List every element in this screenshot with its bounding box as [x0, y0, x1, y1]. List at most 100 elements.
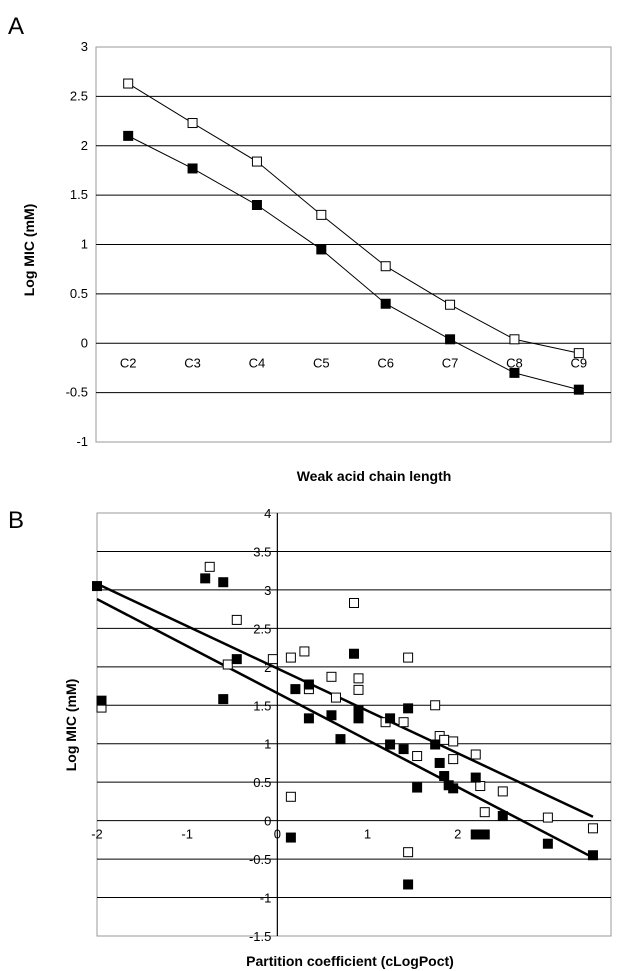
x-tick-label-b: 2 [454, 827, 461, 842]
data-point-b-2 [218, 577, 229, 588]
data-point-b-2 [403, 703, 414, 714]
chart-b: B -1.5-1-0.500.511.522.533.54 -2 -1 0 1 2 Pa… [8, 506, 612, 969]
data-point-b-1 [430, 700, 441, 711]
data-point-b-2 [448, 783, 459, 794]
data-point-b-2 [353, 713, 364, 724]
data-point-b-2 [470, 772, 481, 783]
y-tick-label-b: 1.5 [253, 698, 271, 713]
x-tick-label-b: -1 [181, 827, 193, 842]
data-point-b-1 [285, 652, 296, 663]
trendline-b-1 [96, 582, 594, 818]
trendline-b-2 [96, 598, 594, 859]
data-point-b-2 [430, 739, 441, 750]
y-tick-label-a: 2.5 [70, 88, 88, 103]
data-point-b-1 [398, 717, 409, 728]
x-tick-label-a: C2 [120, 355, 137, 370]
data-point-b-1 [479, 807, 490, 818]
y-tick-label-b: 1 [264, 737, 271, 752]
data-point-b-2 [412, 782, 423, 793]
x-tick-label-a: C3 [184, 355, 201, 370]
x-tick-label-b: -2 [91, 827, 103, 842]
x-tick-label-a: C6 [377, 355, 394, 370]
y-tick-label-b: 3.5 [253, 544, 271, 559]
data-point-b-2 [542, 838, 553, 849]
chart-a: A -1 -0.5 0 0.5 1 1.5 2 2.5 3 C2 C3 C4 C5 C6 C7 C8 C9 W… [8, 13, 612, 484]
data-point-b-1 [403, 847, 414, 858]
data-point-b-1 [326, 671, 337, 682]
data-point-b-2 [403, 879, 414, 890]
x-tick-label-a: C5 [313, 355, 330, 370]
series-line-a-1 [127, 83, 579, 354]
panel-a-letter: A [8, 13, 24, 40]
y-tick-label-a: 0 [81, 335, 88, 350]
data-point-a-1 [445, 299, 456, 310]
data-point-b-2 [285, 832, 296, 843]
data-point-b-2 [434, 757, 445, 768]
data-point-b-1 [439, 734, 450, 745]
data-point-a-1 [380, 261, 391, 272]
data-point-a-2 [251, 200, 262, 210]
y-tick-label-b: -1.5 [249, 929, 271, 944]
data-point-a-1 [123, 78, 134, 89]
data-point-b-2 [385, 713, 396, 724]
data-point-b-1 [542, 812, 553, 823]
panel-a: A -1 -0.5 0 0.5 1 1.5 2 2.5 3 C2 C3 C4 C5 C6 C7 C8 C9 W… [8, 13, 612, 484]
data-point-a-2 [380, 298, 391, 309]
data-point-b-2 [385, 739, 396, 750]
x-tick-label-a: C8 [506, 355, 523, 370]
y-tick-label-a: 2 [81, 138, 88, 153]
data-point-b-1 [470, 749, 481, 760]
data-point-a-2 [316, 244, 327, 255]
data-point-a-2 [187, 163, 198, 174]
data-point-b-2 [349, 648, 359, 659]
data-point-b-2 [326, 710, 337, 721]
y-tick-label-a: 0.5 [70, 286, 88, 301]
data-point-b-1 [475, 781, 486, 792]
data-point-b-2 [497, 811, 508, 822]
y-tick-label-b: 3 [264, 583, 271, 598]
y-axis-title-a: Log MIC (mM) [21, 204, 37, 297]
data-point-a-1 [509, 334, 520, 345]
x-tick-label-b: 1 [364, 827, 371, 842]
data-point-a-2 [123, 130, 134, 141]
x-axis-title-b: Partition coefficient (cLogPoct) [246, 953, 454, 969]
x-tick-label-a: C4 [249, 355, 266, 370]
data-point-b-2 [200, 573, 211, 584]
data-point-b-1 [587, 823, 598, 834]
data-point-b-2 [96, 695, 107, 706]
y-tick-label-b: 4 [264, 506, 271, 521]
data-point-b-1 [412, 751, 423, 762]
data-point-b-1 [222, 659, 233, 670]
data-point-b-2 [218, 694, 229, 705]
y-tick-label-a: 1 [81, 237, 88, 252]
panel-b-letter: B [8, 507, 24, 534]
data-point-b-1 [204, 561, 215, 572]
data-point-b-2 [470, 829, 481, 840]
data-point-a-1 [573, 348, 584, 359]
y-tick-label-a: -1 [76, 434, 88, 449]
data-point-b-1 [497, 786, 508, 797]
data-point-b-1 [353, 684, 364, 695]
data-point-b-2 [439, 771, 450, 782]
data-point-a-2 [445, 334, 456, 345]
data-point-b-2 [479, 829, 490, 840]
data-point-b-2 [303, 713, 314, 724]
y-tick-label-b: -1 [260, 891, 272, 906]
data-point-b-2 [335, 734, 346, 745]
data-point-b-1 [403, 652, 414, 663]
x-tick-label-a: C9 [571, 355, 588, 370]
panel-b: B -1.5 -1 -0.5 0 0.5 1 1.5 2 2.5 3 3.5 4 -2 -1 0 1 2 Pa… [0, 490, 621, 971]
data-point-b-1 [349, 597, 359, 608]
data-point-b-2 [303, 679, 314, 690]
y-tick-label-b: 0.5 [253, 775, 271, 790]
data-point-b-1 [231, 614, 242, 625]
y-axis-title-b: Log MIC (mM) [63, 679, 79, 772]
data-point-a-1 [316, 209, 327, 220]
x-tick-label-a: C7 [442, 355, 459, 370]
data-point-b-1 [299, 646, 310, 657]
y-tick-label-b: -0.5 [249, 852, 271, 867]
y-tick-label-a: 3 [81, 39, 88, 54]
data-point-b-1 [448, 736, 459, 747]
y-tick-label-b: 2 [264, 660, 271, 675]
y-tick-label-b: 2.5 [253, 621, 271, 636]
